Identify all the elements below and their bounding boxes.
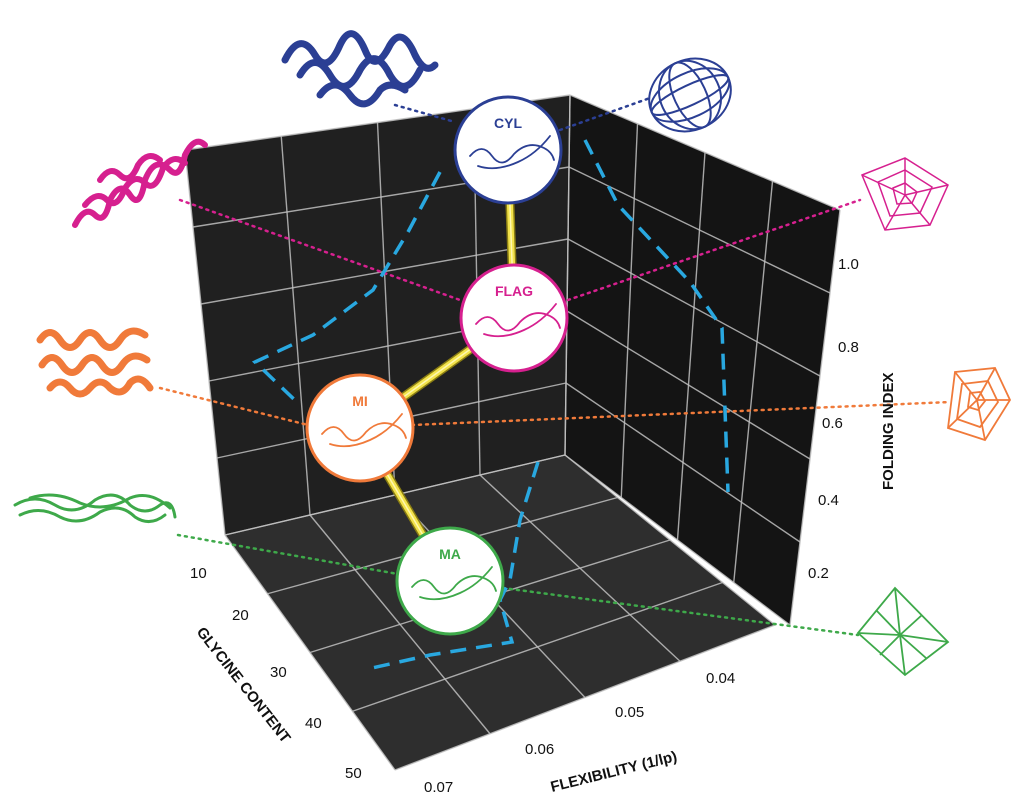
floor-grid-horizontal [352, 581, 723, 712]
tick-folding-4: 0.4 [818, 492, 839, 509]
right-wall-grid-vertical [564, 94, 571, 456]
tick-folding-2: 0.8 [838, 339, 859, 356]
glycine-ticks: 10 20 30 40 50 [190, 565, 362, 782]
data-point-mi: MI [305, 373, 415, 483]
right-wall-grid-horizontal [569, 94, 841, 211]
leader-lines [158, 96, 952, 637]
tick-glycine-3: 30 [270, 664, 287, 681]
tick-glycine-4: 40 [305, 715, 322, 732]
leader-line-ma [176, 533, 400, 576]
data-point-cyl: CYL [453, 95, 563, 205]
flexibility-ticks: 0.04 0.05 0.06 0.07 [424, 670, 735, 794]
web-illustration-flag [861, 157, 949, 231]
data-point-label-mi: MI [352, 393, 368, 409]
right-wall-grid-horizontal [567, 238, 821, 377]
web-illustration-mi [947, 367, 1012, 442]
right-wall-grid-vertical [733, 181, 774, 583]
right-wall-grid-horizontal [566, 310, 811, 460]
leader-line-mi [410, 400, 952, 427]
leader-line-mi [158, 386, 310, 427]
tick-glycine-5: 50 [345, 765, 362, 782]
right-wall-grid-horizontal [568, 166, 831, 294]
tick-flex-3: 0.06 [525, 741, 554, 758]
tick-glycine-1: 10 [190, 565, 207, 582]
protein-illustration-flag [72, 138, 208, 228]
data-point-label-ma: MA [439, 546, 461, 562]
back-wall-grid-vertical [280, 136, 311, 516]
data-point-label-cyl: CYL [494, 115, 522, 131]
tick-glycine-2: 20 [232, 607, 249, 624]
projection-back-wall [251, 171, 442, 407]
axis-title-flexibility: FLEXIBILITY (1/lp) [549, 748, 679, 794]
right-wall [565, 95, 840, 625]
projection-right-wall [583, 139, 730, 493]
tick-folding-5: 0.2 [808, 565, 829, 582]
fiber-icon [321, 413, 407, 448]
axis-title-glycine-content: GLYCINE CONTENT [193, 624, 294, 746]
axis-title-folding-index: FOLDING INDEX [880, 372, 897, 490]
data-point-flag: FLAG [459, 263, 569, 373]
fiber-icon [469, 135, 555, 170]
back-wall [185, 95, 570, 535]
leader-line-flag [178, 198, 462, 302]
protein-illustration-mi [36, 327, 154, 398]
web-illustration-cyl [648, 57, 732, 133]
right-wall-grid-vertical [620, 123, 639, 498]
data-point-ma: MA [395, 526, 505, 636]
tick-flex-4: 0.07 [424, 779, 453, 794]
right-wall-grid-vertical [676, 152, 706, 541]
leader-line-cyl [558, 96, 652, 132]
tick-folding-1: 1.0 [838, 256, 859, 273]
floor-plane [225, 455, 775, 770]
data-point-label-flag: FLAG [495, 283, 533, 299]
right-wall-grid-horizontal [565, 382, 801, 543]
protein-illustration-cyl [281, 30, 439, 108]
tick-flex-1: 0.04 [706, 670, 735, 687]
leader-line-cyl [393, 103, 457, 124]
web-illustration-ma [856, 586, 950, 677]
right-wall-grid-horizontal [564, 454, 791, 626]
fiber-icon [475, 303, 561, 338]
protein-illustration-ma [13, 493, 177, 523]
leader-line-flag [566, 198, 862, 302]
right-wall-grid-vertical [789, 209, 841, 626]
fiber-icon [411, 566, 497, 601]
tick-folding-3: 0.6 [822, 415, 843, 432]
back-wall-grid-vertical [184, 149, 226, 536]
floor-grid-horizontal [394, 624, 776, 771]
tick-flex-2: 0.05 [615, 704, 644, 721]
folding-index-ticks: 1.0 0.8 0.6 0.4 0.2 [808, 256, 859, 582]
data-points: CYL FLAG MI MA [305, 95, 569, 636]
